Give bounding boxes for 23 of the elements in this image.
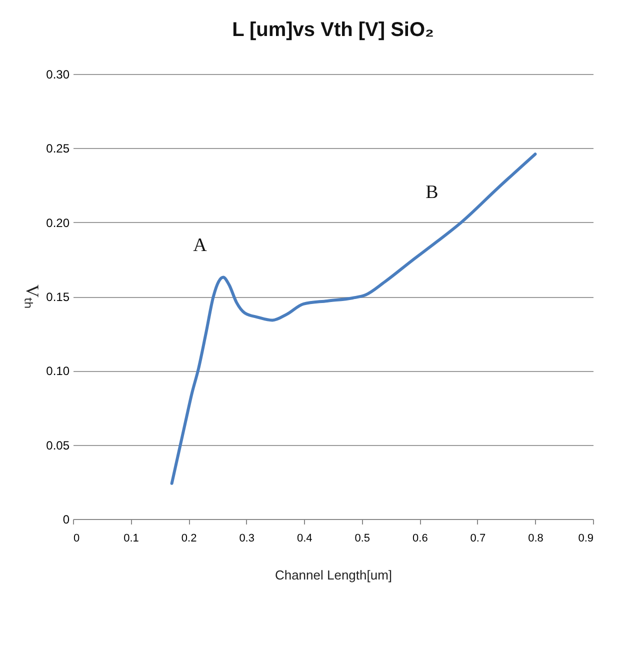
- x-axis-title: Channel Length[um]: [274, 568, 392, 582]
- y-tick-label: 0.10: [46, 364, 70, 378]
- x-tick-label: 0.6: [412, 532, 428, 544]
- line-series: [170, 152, 537, 485]
- y-tick-label: 0.20: [46, 216, 70, 230]
- annotation: A: [193, 235, 208, 256]
- y-axis-title: Vₜₕ: [22, 284, 42, 308]
- x-tick-label: 0.5: [354, 532, 370, 544]
- annotation: B: [426, 182, 438, 203]
- x-tick-label: 0.1: [124, 532, 139, 544]
- x-tick-label: 0: [74, 532, 80, 544]
- x-tick-label: 0.9: [578, 532, 594, 544]
- x-tick-label: 0.2: [181, 532, 197, 544]
- x-tick-label: 0.7: [470, 532, 486, 544]
- y-tick-label: 0.05: [46, 438, 70, 452]
- x-tick-label: 0.8: [528, 532, 544, 544]
- y-tick-label: 0.25: [46, 142, 70, 156]
- y-tick-label: 0: [62, 512, 70, 526]
- x-tick-label: 0.3: [239, 532, 254, 544]
- y-tick-label: 0.15: [46, 290, 70, 304]
- y-tick-label: 0.30: [46, 68, 70, 82]
- x-tick-label: 0.4: [296, 532, 312, 544]
- chart-title: L [um]vs Vth [V] SiO₂: [232, 19, 434, 41]
